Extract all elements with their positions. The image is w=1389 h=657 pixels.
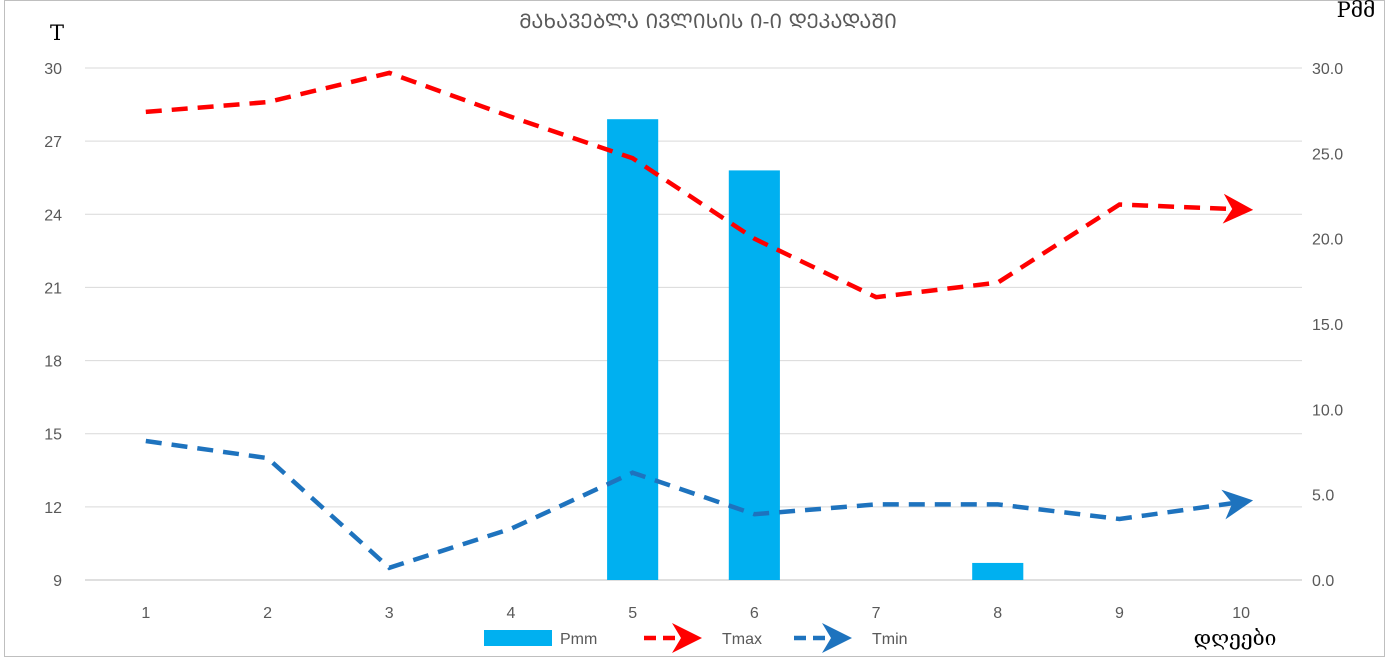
bars <box>607 119 1024 580</box>
y-left-tick-label: 18 <box>44 354 62 371</box>
x-tick-label: 7 <box>872 605 881 622</box>
legend: Pmm Tmax Tmin <box>484 623 908 653</box>
x-tick-label: 4 <box>506 605 515 622</box>
x-axis-label: დღეები <box>1194 626 1277 650</box>
legend-label-tmax: Tmax <box>722 631 762 648</box>
x-tick-label: 3 <box>385 605 394 622</box>
bar-pmm-8 <box>972 562 1024 580</box>
line-tmax <box>145 70 1254 300</box>
line-tmin <box>145 438 1254 571</box>
tick-labels: 9121518212427300.05.010.015.020.025.030.… <box>44 61 1343 622</box>
x-tick-label: 6 <box>750 605 759 622</box>
y-left-tick-label: 24 <box>44 207 62 224</box>
y-left-tick-label: 30 <box>44 61 62 78</box>
y-right-tick-label: 15.0 <box>1312 317 1343 334</box>
x-tick-label: 10 <box>1232 605 1250 622</box>
y-left-axis-label: T <box>50 21 64 45</box>
bar-pmm-6 <box>728 170 780 580</box>
y-right-tick-label: 30.0 <box>1312 61 1343 78</box>
y-left-tick-label: 9 <box>53 573 62 590</box>
x-tick-label: 2 <box>263 605 272 622</box>
lines <box>145 70 1254 571</box>
y-left-tick-label: 12 <box>44 500 62 517</box>
y-right-tick-label: 0.0 <box>1312 573 1334 590</box>
legend-label-tmin: Tmin <box>872 631 908 648</box>
y-right-axis-label: Pმმ <box>1337 0 1376 22</box>
y-left-tick-label: 21 <box>44 280 62 297</box>
bar-pmm-5 <box>607 119 659 580</box>
y-right-tick-label: 20.0 <box>1312 232 1343 249</box>
y-left-tick-label: 27 <box>44 134 62 151</box>
x-tick-label: 5 <box>628 605 637 622</box>
chart-title: ᲛᲐᲮᲐᲕᲔᲑᲚᲐ ᲘᲕᲚᲘᲡᲘᲡ Ი-Ი ᲓᲔᲙᲐᲓᲐᲨᲘ <box>519 9 897 33</box>
y-right-tick-label: 25.0 <box>1312 146 1343 163</box>
legend-label-pmm: Pmm <box>560 631 597 648</box>
x-tick-label: 8 <box>993 605 1002 622</box>
y-right-tick-label: 5.0 <box>1312 488 1334 505</box>
x-tick-label: 1 <box>141 605 150 622</box>
chart-frame <box>4 0 1385 657</box>
y-right-tick-label: 10.0 <box>1312 402 1343 419</box>
x-tick-label: 9 <box>1115 605 1124 622</box>
y-left-tick-label: 15 <box>44 427 62 444</box>
gridlines <box>85 67 1302 581</box>
legend-swatch-pmm <box>484 630 552 646</box>
